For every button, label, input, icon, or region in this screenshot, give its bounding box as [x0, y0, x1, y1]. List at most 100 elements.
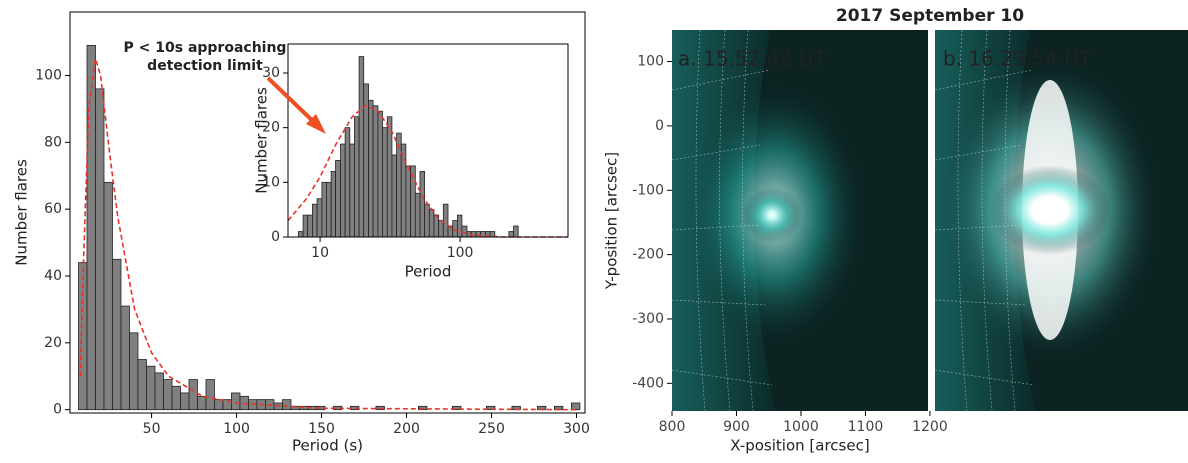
bar	[457, 214, 463, 238]
bar	[442, 203, 449, 238]
bar	[214, 399, 224, 411]
y-axis-label: Number flares	[253, 87, 271, 194]
flare-core	[742, 187, 802, 243]
y-tick-label: 30	[262, 65, 280, 81]
bar	[297, 231, 304, 238]
y-tick-label: 80	[44, 134, 62, 150]
bar	[419, 170, 426, 238]
x-tick-label: 10	[311, 245, 329, 261]
x-tick-label: 1200	[912, 419, 948, 435]
annotation-arrow	[266, 76, 320, 128]
bar	[508, 231, 514, 238]
bar	[358, 56, 365, 238]
y-axis-label: Number flares	[13, 159, 31, 266]
bar	[414, 192, 421, 238]
bar	[188, 379, 198, 411]
y-tick-label: 20	[262, 120, 280, 136]
annotation-arrowhead	[306, 114, 326, 134]
bar	[571, 402, 581, 411]
bar	[513, 225, 519, 238]
bar	[486, 405, 496, 411]
bar	[321, 181, 327, 238]
bar	[112, 258, 122, 411]
x-axis-label: Period (s)	[292, 437, 363, 455]
y-tick-label: 60	[44, 201, 62, 217]
y-tick-label: 100	[637, 54, 664, 70]
x-tick-label: 900	[723, 419, 750, 435]
y-axis-label: Y-position [arcsec]	[603, 152, 621, 290]
bar	[418, 405, 428, 411]
bar	[428, 209, 435, 238]
y-tick-label: -400	[632, 375, 664, 391]
bar	[452, 220, 458, 238]
bar	[344, 127, 351, 238]
y-tick-label: -100	[632, 182, 664, 198]
y-tick-label: 0	[271, 229, 280, 245]
x-tick-label: 150	[308, 421, 335, 437]
bar	[146, 365, 156, 411]
x-tick-label: 50	[143, 421, 161, 437]
bar	[424, 203, 430, 238]
bar	[349, 143, 355, 238]
x-tick-label: 250	[478, 421, 505, 437]
x-tick-label: 200	[393, 421, 420, 437]
x-tick-label: 300	[563, 421, 590, 437]
bar	[154, 372, 164, 411]
bar	[171, 385, 181, 411]
bar	[316, 198, 323, 238]
bar	[438, 220, 444, 238]
bar	[180, 392, 190, 411]
y-tick-label: 40	[44, 268, 62, 284]
bar	[335, 160, 341, 238]
bar	[391, 154, 397, 238]
bar	[372, 105, 379, 238]
chart-title: 2017 September 10	[836, 6, 1024, 26]
flare-core	[990, 165, 1110, 255]
bar	[163, 379, 173, 411]
x-axis-label: X-position [arcsec]	[730, 437, 869, 455]
x-tick-label: 1000	[783, 419, 819, 435]
panel-label: a. 15.52:42 UT	[678, 47, 826, 71]
y-tick-label: -200	[632, 247, 664, 263]
bar	[382, 127, 388, 238]
x-tick-label: 800	[659, 419, 686, 435]
bar	[129, 332, 139, 411]
bar	[461, 225, 468, 238]
bar	[95, 88, 105, 411]
coordinate-grid	[671, 29, 1035, 412]
fit-curve	[287, 104, 568, 238]
bar	[340, 143, 346, 238]
plot-frame	[287, 43, 569, 238]
solar-images	[671, 29, 1188, 412]
plot-frame	[69, 11, 586, 414]
y-tick-label: 100	[35, 67, 62, 83]
bar	[137, 359, 147, 411]
bar	[354, 116, 360, 238]
annotation: P < 10s approaching	[124, 40, 287, 56]
bar	[307, 214, 313, 238]
bar	[377, 110, 383, 238]
y-tick-label: -300	[632, 311, 664, 327]
bar	[405, 165, 411, 238]
bar	[368, 99, 374, 238]
bar	[312, 203, 318, 238]
bar	[197, 395, 207, 411]
bar	[103, 182, 113, 411]
bar	[86, 45, 96, 411]
y-tick-label: 0	[655, 118, 664, 134]
bar	[452, 405, 462, 411]
x-tick-label: 1100	[848, 419, 884, 435]
x-tick-label: 100	[447, 245, 474, 261]
y-tick-label: 10	[262, 174, 280, 190]
x-axis-label: Period	[405, 263, 452, 281]
y-tick-label: 20	[44, 335, 62, 351]
bar	[326, 181, 332, 238]
bar	[302, 214, 309, 238]
bar	[205, 379, 215, 411]
bar	[282, 399, 292, 411]
x-tick-label: 100	[223, 421, 250, 437]
panel-label: b. 16.29:54 UT	[943, 47, 1092, 71]
bar	[120, 305, 130, 411]
